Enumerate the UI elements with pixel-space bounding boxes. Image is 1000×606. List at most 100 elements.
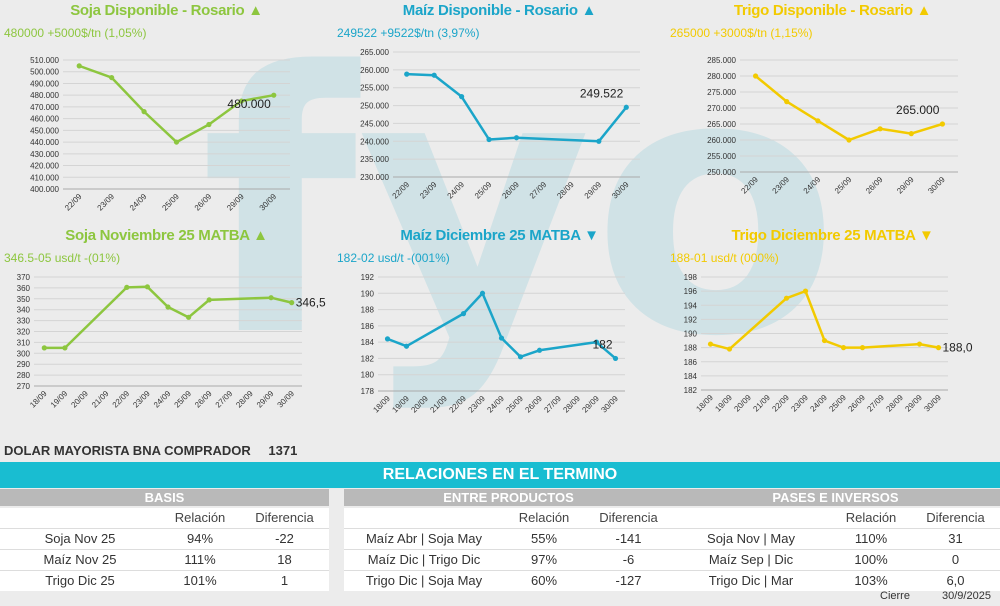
x-tick-label: 19/09 (713, 393, 734, 414)
data-point (846, 137, 852, 143)
data-point (486, 136, 492, 143)
row-name: Maíz Sep | Dic (708, 552, 794, 567)
chart-title: Soja Disponible - Rosario ▲ (70, 2, 263, 19)
data-point (173, 139, 180, 145)
chart-panel-soja-disponible: Soja Disponible - Rosario ▲ 480000 +5000… (0, 0, 333, 215)
row-diferencia: 31 (948, 531, 963, 546)
x-tick-label: 24/09 (152, 389, 173, 410)
row-relacion: 97% (530, 552, 558, 567)
x-tick-label: 30/09 (599, 394, 620, 415)
data-point (935, 345, 942, 351)
table-row: Maíz Nov 25 111% 18 (0, 549, 329, 570)
col-diferencia: Diferencia (599, 510, 658, 525)
y-tick-label: 198 (684, 273, 698, 282)
data-point (271, 92, 277, 98)
chart-title: Maíz Diciembre 25 MATBA ▼ (400, 227, 599, 244)
x-tick-label: 19/09 (390, 394, 411, 415)
line-chart: 400.000 410.000 420.000 430.000 440.000 450.0… (30, 56, 290, 213)
table-row: Maíz Abr | Soja May 55% -141 (344, 528, 673, 549)
y-tick-label: 190 (684, 330, 698, 339)
y-tick-label: 260.000 (707, 136, 736, 145)
x-tick-label: 27/09 (542, 394, 563, 415)
series-line (44, 285, 292, 350)
row-relacion: 55% (530, 531, 558, 546)
x-tick-label: 29/09 (225, 192, 246, 213)
trend-up-icon: ▲ (253, 227, 268, 244)
y-tick-label: 270 (17, 382, 31, 391)
x-tick-label: 23/09 (418, 180, 439, 201)
data-point (939, 121, 946, 127)
row-diferencia: 6,0 (946, 573, 965, 588)
chart-subtitle: 480000 +5000$/tn (1,05%) (4, 26, 147, 40)
data-point (268, 295, 274, 301)
x-tick-label: 25/09 (160, 192, 181, 213)
y-tick-label: 184 (684, 372, 698, 381)
trend-up-icon: ▲ (248, 2, 263, 19)
y-tick-label: 194 (684, 301, 698, 310)
data-point (802, 288, 809, 294)
y-tick-label: 330 (17, 317, 31, 326)
y-tick-label: 188 (684, 344, 698, 353)
data-point (908, 131, 914, 137)
last-value-label: 249.522 (580, 86, 624, 100)
data-point (536, 347, 543, 353)
x-tick-label: 26/09 (846, 393, 867, 414)
table-row: Maíz Sep | Dic 100% 0 (671, 549, 1000, 570)
data-point (783, 295, 790, 301)
chart-title: Trigo Diciembre 25 MATBA ▼ (731, 227, 934, 244)
line-chart: 182 184 186 188 190 192 194 196 198 18/0919/0920/… (684, 273, 973, 414)
y-tick-label: 190 (361, 289, 375, 298)
x-tick-label: 30/09 (922, 393, 943, 414)
data-point (752, 73, 759, 79)
x-tick-label: 25/09 (473, 180, 494, 201)
y-tick-label: 420.000 (30, 162, 59, 171)
y-tick-label: 182 (361, 354, 375, 363)
relaciones-title: RELACIONES EN EL TERMINO (0, 462, 1000, 488)
data-point (821, 337, 828, 344)
x-tick-label: 26/09 (864, 175, 885, 196)
data-point (109, 74, 115, 81)
x-tick-label: 27/09 (865, 393, 886, 414)
data-point (431, 72, 437, 78)
data-point (623, 104, 629, 110)
table-row: Soja Nov 25 94% -22 (0, 528, 329, 549)
y-tick-label: 460.000 (30, 115, 59, 124)
y-tick-label: 310 (17, 338, 31, 347)
x-tick-label: 28/09 (555, 180, 576, 201)
data-point (62, 345, 68, 351)
y-tick-label: 250.000 (707, 168, 736, 177)
x-tick-label: 24/09 (128, 192, 149, 213)
y-tick-label: 370 (17, 273, 31, 282)
data-point (815, 118, 821, 124)
row-diferencia: -141 (615, 531, 642, 546)
y-tick-label: 245.000 (360, 119, 389, 128)
data-point (877, 126, 883, 132)
data-point (460, 311, 467, 317)
row-diferencia: 1 (280, 573, 289, 588)
y-tick-label: 480.000 (30, 91, 59, 100)
y-tick-label: 188 (361, 306, 375, 315)
y-tick-label: 192 (684, 315, 698, 324)
x-tick-label: 18/09 (371, 394, 392, 415)
chart-panel-maiz-diciembre: Maíz Diciembre 25 MATBA ▼ 182-02 usd/t -… (333, 225, 666, 440)
data-point (186, 314, 192, 320)
row-diferencia: -6 (622, 552, 635, 567)
x-tick-label: 22/09 (391, 180, 412, 201)
chart-title: Soja Noviembre 25 MATBA ▲ (65, 227, 268, 244)
y-tick-label: 270.000 (707, 104, 736, 113)
x-tick-label: 26/09 (523, 394, 544, 415)
dolar-mayorista: DOLAR MAYORISTA BNA COMPRADOR 1371 (4, 443, 297, 458)
x-tick-label: 25/09 (827, 393, 848, 414)
y-tick-label: 260.000 (360, 66, 389, 75)
y-tick-label: 235.000 (360, 155, 389, 164)
x-tick-label: 30/09 (926, 175, 947, 196)
y-tick-label: 184 (361, 338, 375, 347)
chart-panel-trigo-disponible: Trigo Disponible - Rosario ▲ 265000 +300… (666, 0, 999, 215)
x-tick-label: 27/09 (214, 389, 235, 410)
x-tick-label: 21/09 (428, 394, 449, 415)
pases-inversos-table: PASES E INVERSOS Relación Diferencia Soja… (671, 489, 1000, 591)
x-tick-label: 27/09 (528, 180, 549, 201)
trend-up-icon: ▲ (916, 2, 932, 19)
cierre-label: Cierre (880, 590, 910, 602)
